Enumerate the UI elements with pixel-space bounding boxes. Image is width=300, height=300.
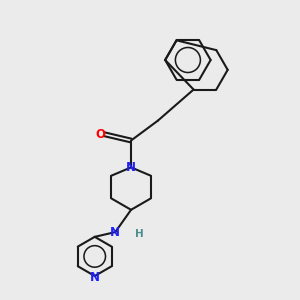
Text: H: H: [135, 229, 143, 239]
Text: N: N: [126, 161, 136, 174]
Text: O: O: [95, 128, 105, 141]
Text: N: N: [110, 226, 120, 238]
Text: N: N: [90, 271, 100, 284]
